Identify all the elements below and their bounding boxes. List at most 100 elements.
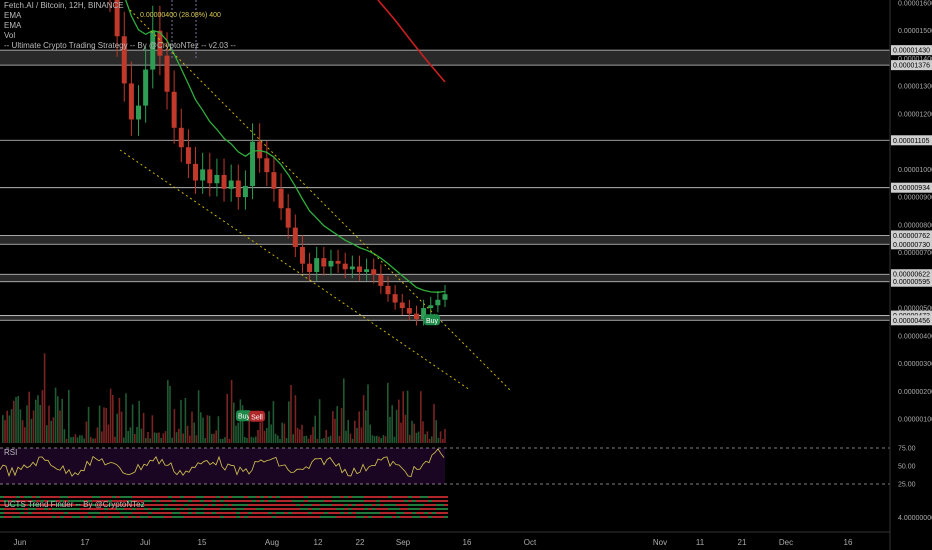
trend-cell [260,504,264,506]
trend-cell [264,496,268,498]
trend-cell [268,508,272,510]
volume-bar [142,412,145,443]
trend-cell [244,516,248,518]
trend-cell [228,516,232,518]
trend-cell [276,500,280,502]
trend-cell [336,512,340,514]
time-tick-label: 17 [81,538,90,547]
trend-cell [108,508,112,510]
trend-cell [140,508,144,510]
trend-cell [220,512,224,514]
price-tick-label: 0.00000300 [898,361,932,368]
trend-cell [232,500,236,502]
trend-cell [0,504,4,506]
trend-cell [4,504,8,506]
trend-cell [296,512,300,514]
trend-finder-label[interactable]: UCTS Trend Finder -- By @CryptoNTez [4,500,145,509]
trend-cell [352,508,356,510]
trend-cell [196,504,200,506]
trend-cell [320,504,324,506]
trend-cell [192,516,196,518]
trend-cell [160,496,164,498]
trend-cell [112,508,116,510]
volume-bar [10,409,13,443]
trend-cell [8,516,12,518]
volume-bar [63,429,66,443]
trend-cell [400,500,404,502]
volume-bar [61,398,63,443]
ema-indicator-2[interactable]: EMA [4,21,22,30]
candle-body [285,208,291,228]
rsi-band [0,448,445,484]
volume-bar [186,425,189,443]
trend-cell [344,512,348,514]
trend-cell [64,500,68,502]
change-label: 0.00000400 (28.08%) 400 [140,12,221,19]
trend-cell [348,500,352,502]
volume-bar [228,438,231,443]
trend-cell [120,516,124,518]
time-tick-label: 22 [356,538,365,547]
ema-indicator-1[interactable]: EMA [4,11,22,20]
trend-cell [280,512,284,514]
symbol-title[interactable]: Fetch.AI / Bitcoin, 12H, BINANCE [4,1,124,10]
volume-bar [131,404,134,443]
trend-cell [300,496,304,498]
trend-cell [224,500,228,502]
trend-cell [64,512,68,514]
trend-cell [336,496,340,498]
vol-indicator[interactable]: Vol [4,31,16,40]
volume-bar [167,380,169,443]
volume-bar [250,436,253,443]
volume-bar [400,422,402,443]
signal-label: Sell [251,414,263,421]
volume-bar [85,421,88,443]
volume-bar [376,435,378,443]
rsi-tick-label: 25.00 [898,482,916,489]
volume-bar [32,410,35,443]
volume-bar [43,353,46,443]
volume-bar [202,417,204,443]
trend-cell [404,512,408,514]
trend-cell [240,516,244,518]
trend-cell [252,500,256,502]
signal-label: Buy [426,318,439,325]
volume-bar [127,431,129,443]
trend-cell [100,512,104,514]
volume-bar [329,435,332,443]
volume-bar [2,415,4,443]
time-axis: Jun 17 Jul 15 Aug 12 22 Sep 16 Oct Nov 11 21 Dec 16 [0,531,890,547]
trend-cell [316,504,320,506]
trend-cell [292,508,296,510]
trend-cell [100,516,104,518]
volume-bar [217,416,220,443]
trend-cell [208,516,212,518]
trend-cell [248,516,252,518]
trend-cell [68,508,72,510]
volume-bar [184,397,187,443]
trend-cell [176,500,180,502]
rsi-label[interactable]: RSI [4,448,18,457]
trend-cell [336,500,340,502]
trend-cell [428,516,432,518]
trend-cell [100,496,104,498]
volume-bar [244,436,246,443]
trend-cell [112,516,116,518]
trend-cell [264,500,268,502]
trend-cell [68,500,72,502]
trend-cell [332,508,336,510]
volume-bar [257,429,259,443]
volume-bar [200,412,202,443]
price-axis: 0.00001600 0.00001500 0.00001400 0.00001300… [889,0,932,550]
trend-cell [200,496,204,498]
strategy-indicator[interactable]: -- Ultimate Crypto Trading Strategy -- B… [4,41,236,50]
signal-badge [424,314,440,326]
trend-cell [436,508,440,510]
trend-cell [212,500,216,502]
volume-bar [50,420,52,443]
trend-cell [260,508,264,510]
trend-cell [140,516,144,518]
trend-cell [104,512,108,514]
volume-bar [272,401,275,443]
